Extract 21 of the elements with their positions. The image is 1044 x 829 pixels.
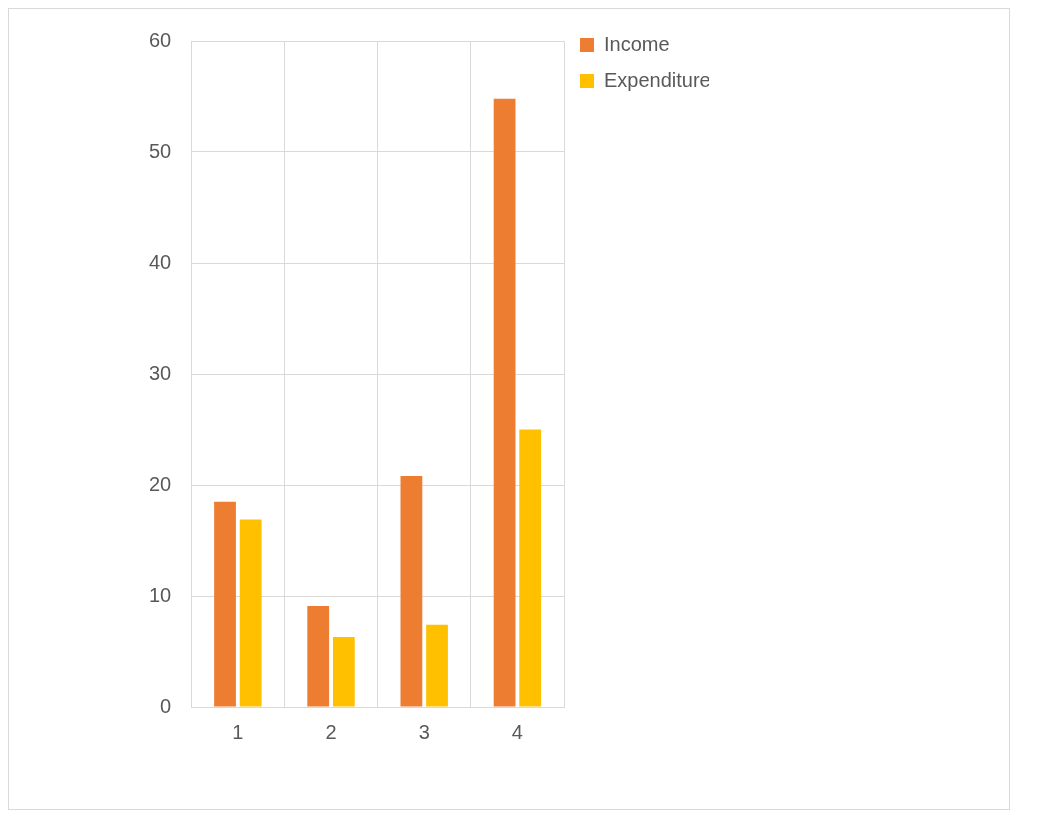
y-tick-label: 20 [149, 472, 172, 495]
bar [519, 429, 542, 707]
bar [239, 519, 262, 707]
bar [214, 501, 236, 707]
y-tick-label: 0 [160, 694, 172, 717]
bar [332, 637, 355, 707]
y-tick-label: 60 [149, 28, 172, 51]
x-tick-label: 4 [511, 720, 523, 743]
bar [307, 605, 330, 707]
bar [400, 476, 423, 707]
legend-label: Income [604, 32, 670, 55]
bar [493, 98, 516, 707]
y-tick-label: 10 [149, 583, 172, 606]
bar [426, 624, 448, 707]
y-tick-label: 30 [149, 361, 172, 384]
x-tick-label: 2 [325, 720, 337, 743]
legend-label: Expenditure [604, 68, 711, 91]
y-tick-label: 50 [149, 139, 172, 162]
x-tick-label: 1 [232, 720, 244, 743]
y-tick-label: 40 [149, 250, 172, 273]
x-tick-label: 3 [418, 720, 430, 743]
